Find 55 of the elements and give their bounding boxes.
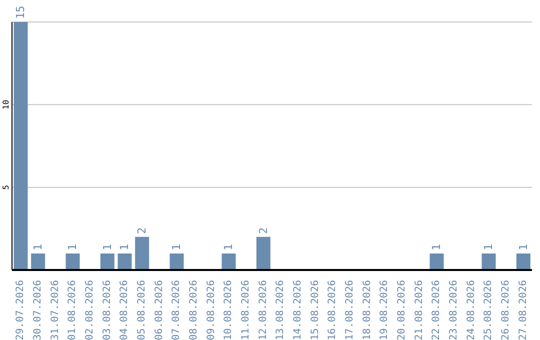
bar <box>31 253 46 270</box>
x-tick-label: 17.08.2026 <box>344 280 356 340</box>
bar <box>118 253 132 270</box>
x-tick-label: 30.07.2026 <box>32 280 44 340</box>
y-tick-label: 5 <box>2 184 10 190</box>
x-tick-label: 02.08.2026 <box>84 280 96 340</box>
x-tick-label: 09.08.2026 <box>206 280 217 340</box>
x-tick-label: 29.07.2026 <box>15 280 26 340</box>
x-tick-label: 10.08.2026 <box>223 280 234 340</box>
bar <box>516 253 530 270</box>
x-tick-label: 24.08.2026 <box>466 280 477 340</box>
bar <box>482 253 496 270</box>
x-tick-label: 13.08.2026 <box>275 280 286 340</box>
data-label: 1 <box>100 244 114 250</box>
data-label: 1 <box>170 244 184 250</box>
x-tick-label: 26.08.2026 <box>500 280 512 340</box>
data-label: 2 <box>256 227 270 234</box>
x-tick-label: 20.08.2026 <box>396 280 408 340</box>
x-tick-label: 03.08.2026 <box>102 280 113 340</box>
x-tick-label: 22.08.2026 <box>431 280 442 340</box>
bar <box>100 253 114 270</box>
data-label: 1 <box>430 244 444 250</box>
x-tick-label: 14.08.2026 <box>292 280 304 340</box>
x-tick-label: 06.08.2026 <box>154 280 165 340</box>
bar <box>135 236 150 270</box>
bar <box>170 253 184 270</box>
x-tick-label: 11.08.2026 <box>240 280 252 340</box>
data-label: 1 <box>516 244 530 250</box>
x-tick-label: 23.08.2026 <box>448 280 460 340</box>
bar <box>66 253 80 270</box>
x-tick-label: 25.08.2026 <box>483 280 494 340</box>
bar <box>430 253 444 270</box>
x-tick-label: 16.08.2026 <box>327 280 338 340</box>
bar <box>222 253 236 270</box>
x-tick-label: 12.08.2026 <box>258 280 269 340</box>
y-tick-label: 10 <box>2 100 10 110</box>
data-label: 1 <box>222 244 236 250</box>
x-tick-label: 27.08.2026 <box>518 280 529 340</box>
x-tick-label: 08.08.2026 <box>188 280 200 340</box>
x-tick-label: 07.08.2026 <box>171 280 182 340</box>
data-label: 15 <box>14 6 28 19</box>
data-label: 2 <box>136 227 149 234</box>
bar <box>256 236 270 270</box>
x-tick-label: 01.08.2026 <box>67 280 78 340</box>
data-label: 1 <box>32 244 45 250</box>
x-tick-label: 04.08.2026 <box>119 280 130 340</box>
x-tick-label: 21.08.2026 <box>414 280 425 340</box>
x-tick-label: 19.08.2026 <box>379 280 390 340</box>
data-label: 1 <box>66 244 80 250</box>
x-tick-label: 05.08.2026 <box>136 280 148 340</box>
x-tick-label: 31.07.2026 <box>50 280 61 340</box>
data-label: 1 <box>482 244 496 250</box>
x-tick-label: 15.08.2026 <box>310 280 321 340</box>
data-label: 1 <box>118 244 132 250</box>
x-tick-label: 18.08.2026 <box>362 280 373 340</box>
